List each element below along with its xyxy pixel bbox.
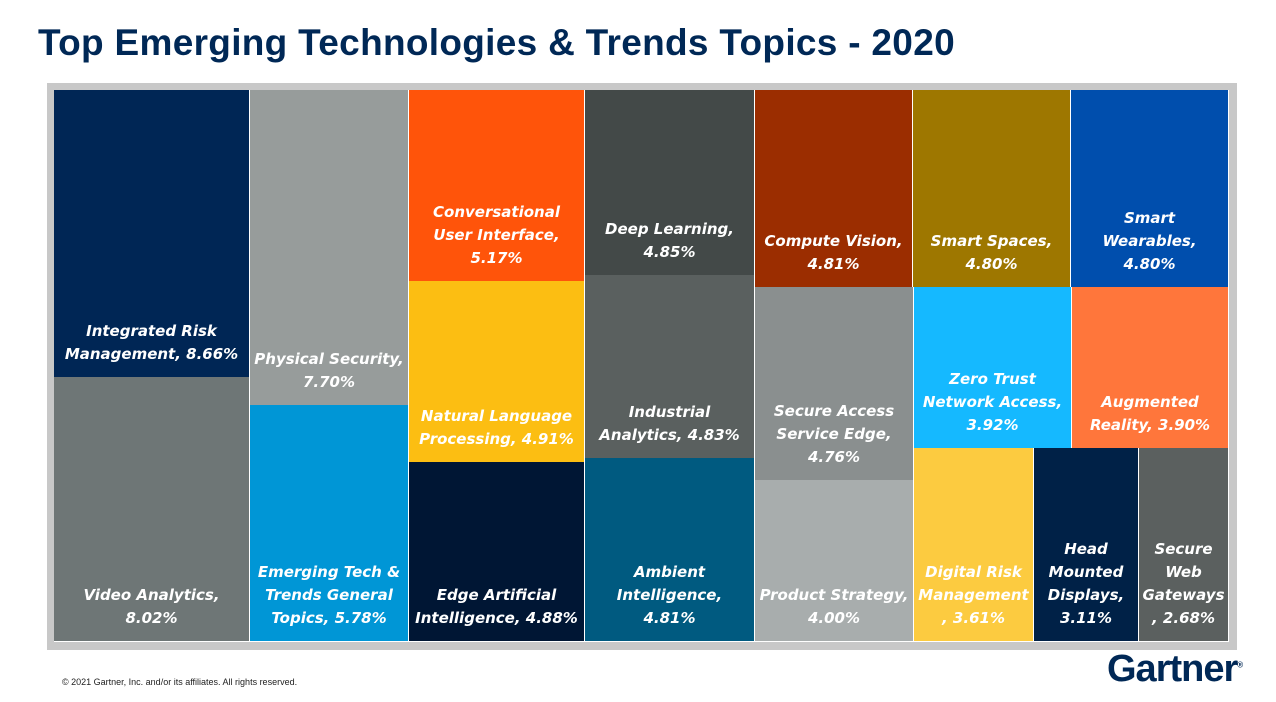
- treemap-tile: Smart Spaces, 4.80%: [913, 90, 1071, 288]
- treemap-tile: Edge Artificial Intelligence, 4.88%: [409, 462, 585, 642]
- treemap-tile: Augmented Reality, 3.90%: [1072, 287, 1229, 449]
- treemap-tile: Secure Access Service Edge, 4.76%: [755, 287, 914, 481]
- tile-label: Industrial Analytics, 4.83%: [599, 403, 740, 444]
- treemap-tile: Emerging Tech & Trends General Topics, 5…: [250, 405, 409, 642]
- tile-label: Natural Language Processing, 4.91%: [419, 407, 574, 448]
- treemap-tile: Ambient Intelligence, 4.81%: [585, 458, 755, 642]
- treemap-tile: Natural Language Processing, 4.91%: [409, 281, 585, 463]
- treemap-tile: Physical Security, 7.70%: [250, 90, 409, 406]
- tile-label: Augmented Reality, 3.90%: [1089, 393, 1211, 434]
- tile-label: Integrated Risk Management, 8.66%: [64, 322, 239, 363]
- treemap-tile: Product Strategy, 4.00%: [755, 480, 914, 642]
- tile-label: Zero Trust Network Access, 3.92%: [922, 370, 1063, 434]
- treemap-tile: Head Mounted Displays, 3.11%: [1034, 448, 1139, 642]
- treemap-tile: Smart Wearables, 4.80%: [1071, 90, 1229, 288]
- treemap-tile: Conversational User Interface, 5.17%: [409, 90, 585, 282]
- treemap-tile: Video Analytics, 8.02%: [54, 377, 250, 642]
- tile-label: Ambient Intelligence, 4.81%: [616, 563, 723, 627]
- tile-label: Emerging Tech & Trends General Topics, 5…: [257, 563, 401, 627]
- treemap-tile: Integrated Risk Management, 8.66%: [54, 90, 250, 378]
- copyright: © 2021 Gartner, Inc. and/or its affiliat…: [62, 677, 298, 687]
- tile-label: Product Strategy, 4.00%: [759, 586, 909, 627]
- gartner-logo: Gartner®: [1107, 648, 1244, 690]
- tile-label: Secure Web Gateways , 2.68%: [1142, 540, 1225, 627]
- tile-label: Head Mounted Displays, 3.11%: [1047, 540, 1125, 627]
- treemap: Integrated Risk Management, 8.66% Video A…: [54, 90, 1229, 642]
- tile-label: Digital Risk Management , 3.61%: [918, 563, 1029, 627]
- tile-label: Edge Artificial Intelligence, 4.88%: [415, 586, 578, 627]
- tile-label: Conversational User Interface, 5.17%: [433, 203, 560, 267]
- treemap-tile: Industrial Analytics, 4.83%: [585, 275, 755, 459]
- treemap-tile: Zero Trust Network Access, 3.92%: [914, 287, 1072, 449]
- treemap-tile: Compute Vision, 4.81%: [755, 90, 913, 288]
- tile-label: Compute Vision, 4.81%: [764, 232, 903, 273]
- treemap-tile: Digital Risk Management , 3.61%: [914, 448, 1034, 642]
- treemap-tile: Deep Learning, 4.85%: [585, 90, 755, 276]
- page-title: Top Emerging Technologies & Trends Topic…: [38, 22, 955, 63]
- tile-label: Deep Learning, 4.85%: [605, 220, 734, 261]
- tile-label: Secure Access Service Edge, 4.76%: [773, 402, 895, 466]
- tile-label: Smart Spaces, 4.80%: [930, 232, 1053, 273]
- treemap-tile: Secure Web Gateways , 2.68%: [1139, 448, 1229, 642]
- tile-label: Physical Security, 7.70%: [254, 350, 404, 391]
- tile-label: Smart Wearables, 4.80%: [1102, 209, 1197, 273]
- tile-label: Video Analytics, 8.02%: [83, 586, 220, 627]
